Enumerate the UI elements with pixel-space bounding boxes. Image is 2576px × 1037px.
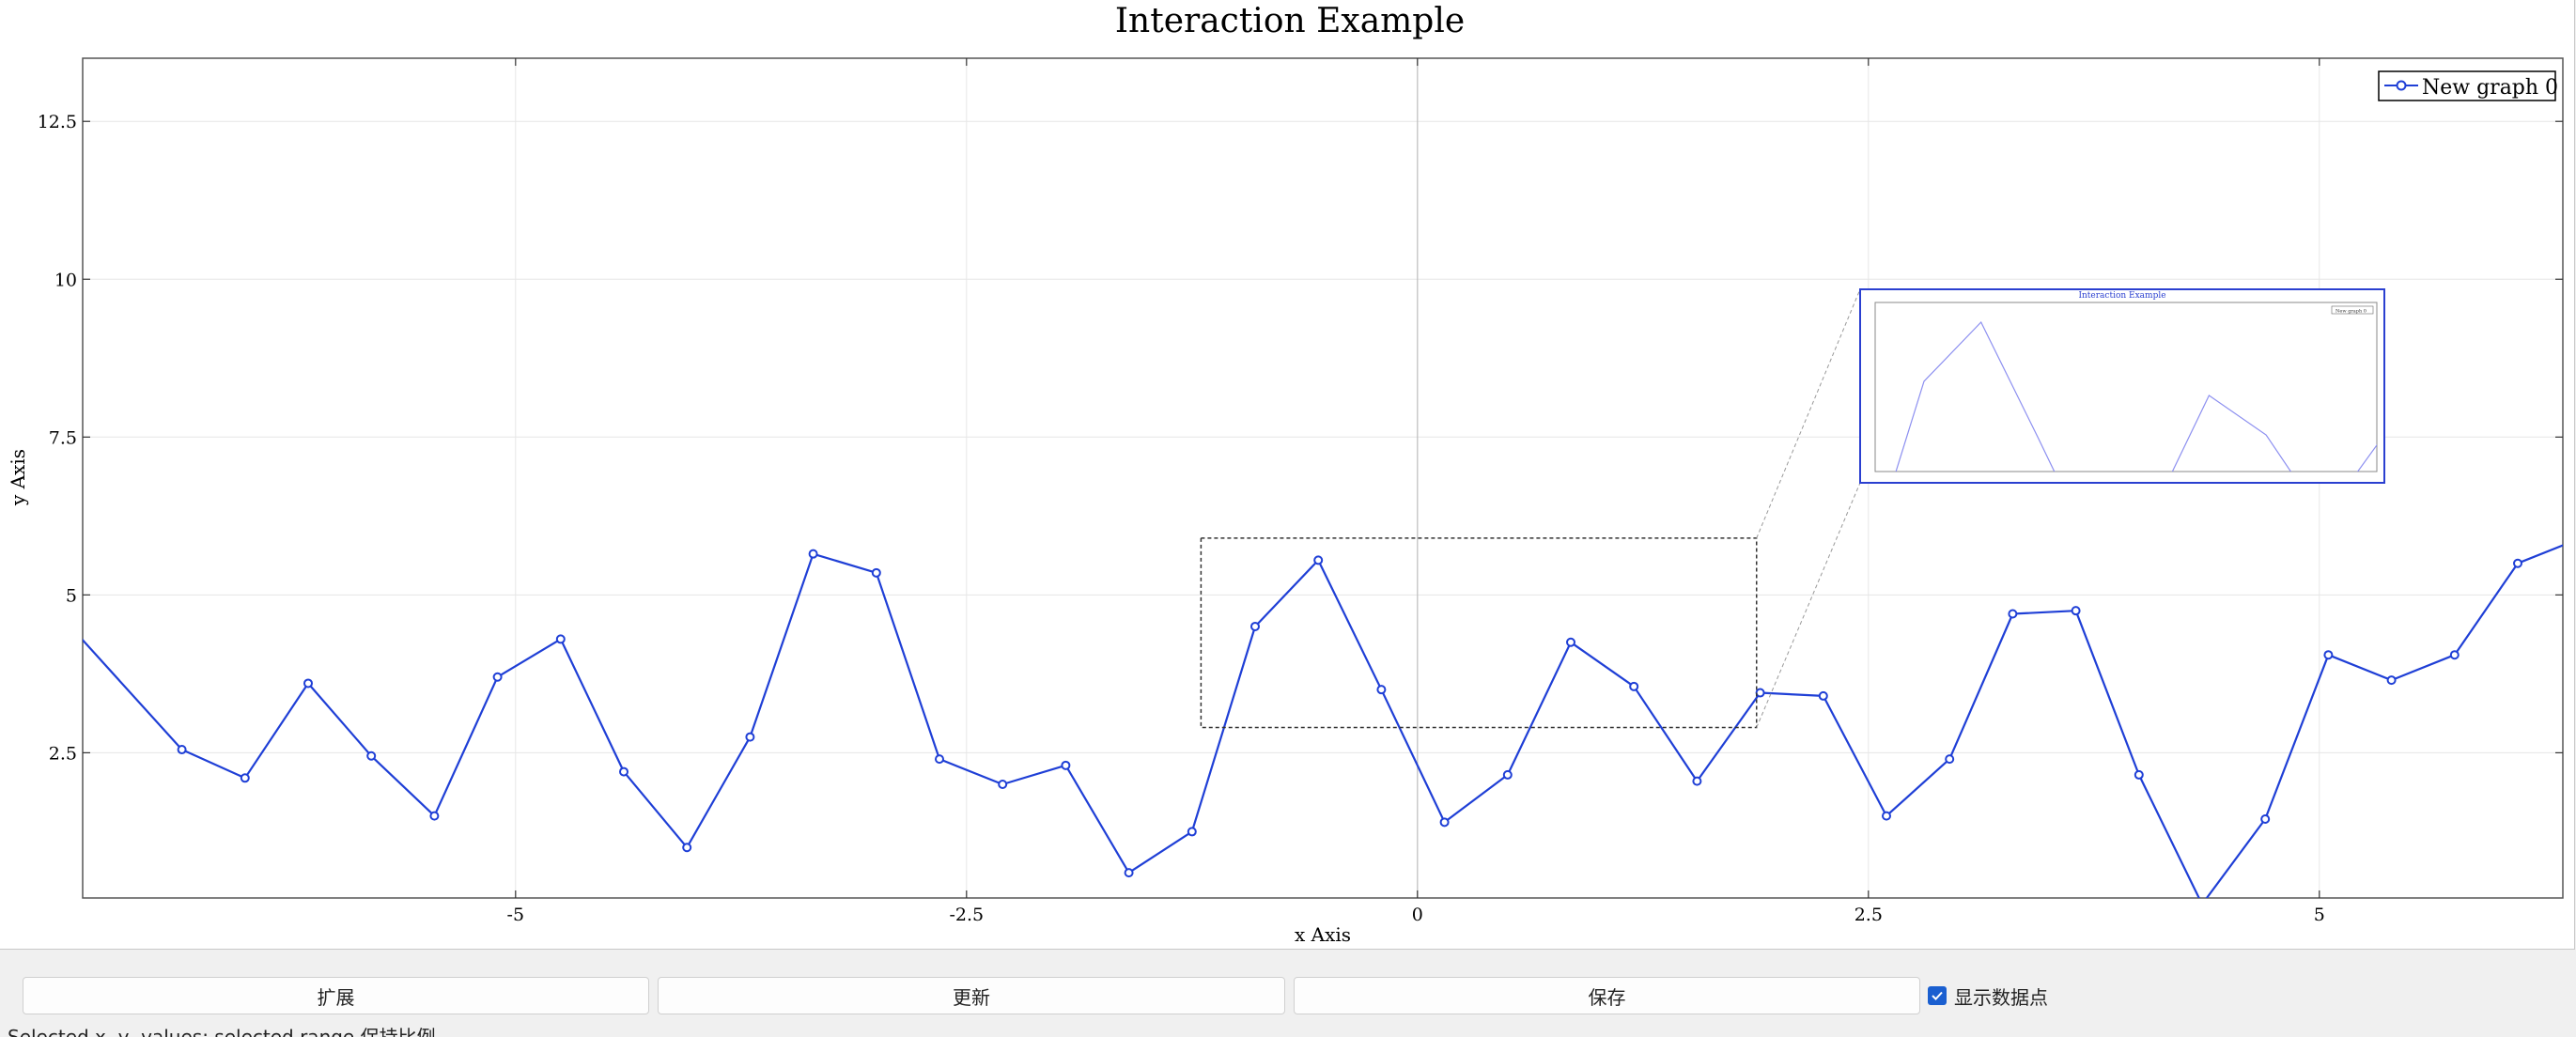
y-axis-label: y Axis xyxy=(7,449,29,506)
data-point[interactable] xyxy=(1502,769,1513,780)
data-point[interactable] xyxy=(1250,621,1260,631)
data-point[interactable] xyxy=(2323,650,2334,660)
data-point[interactable] xyxy=(808,549,818,559)
data-point[interactable] xyxy=(1629,681,1639,691)
x-tick-label: 2.5 xyxy=(1854,905,1883,925)
data-point[interactable] xyxy=(1376,685,1387,695)
series-layer xyxy=(61,544,2563,908)
y-tick-label: 10 xyxy=(54,270,77,290)
x-tick-label: 5 xyxy=(2314,905,2325,925)
data-point[interactable] xyxy=(1061,760,1071,770)
inset-connector xyxy=(1756,482,1861,728)
inset-series-line xyxy=(1895,320,2377,472)
data-point[interactable] xyxy=(1566,637,1575,647)
x-tick-label: -2.5 xyxy=(949,905,984,925)
x-axis-label: x Axis xyxy=(1295,923,1351,946)
data-point[interactable] xyxy=(366,751,377,761)
data-point[interactable] xyxy=(1187,827,1197,837)
x-tick-label: 0 xyxy=(1412,905,1423,925)
expand-button[interactable]: 扩展 xyxy=(23,977,649,1014)
data-point[interactable] xyxy=(2198,901,2206,908)
data-point[interactable] xyxy=(1313,555,1324,565)
legend[interactable]: New graph 0 xyxy=(2378,70,2558,101)
data-point[interactable] xyxy=(2260,813,2271,824)
inset-title: Interaction Example xyxy=(2078,291,2165,301)
plot-panel[interactable]: Interaction Example -5 -2.5 0 2.5 5 2.5 5 7.5 10… xyxy=(0,0,2575,950)
update-button[interactable]: 更新 xyxy=(658,977,1285,1014)
inset-frame xyxy=(1859,288,2385,484)
data-point[interactable] xyxy=(2008,609,2018,619)
data-point[interactable] xyxy=(2071,606,2081,616)
inset-plot-area xyxy=(1874,302,2378,472)
data-point[interactable] xyxy=(745,732,755,742)
data-point[interactable] xyxy=(1755,688,1765,698)
checkbox-checked-icon[interactable] xyxy=(1928,986,1947,1005)
data-point[interactable] xyxy=(871,567,881,578)
y-tick-label: 7.5 xyxy=(49,427,77,448)
data-point[interactable] xyxy=(2386,675,2397,686)
data-point[interactable] xyxy=(303,678,313,689)
save-button[interactable]: 保存 xyxy=(1294,977,1920,1014)
inset-series-group xyxy=(1895,320,2377,472)
chart-title: Interaction Example xyxy=(1115,2,1465,40)
data-point[interactable] xyxy=(682,843,692,853)
data-point[interactable] xyxy=(177,745,187,755)
show-points-label: 显示数据点 xyxy=(1954,985,2048,1009)
data-point[interactable] xyxy=(240,773,250,783)
data-point[interactable] xyxy=(61,616,69,624)
series-line xyxy=(83,544,2563,898)
data-point[interactable] xyxy=(935,754,944,765)
data-point[interactable] xyxy=(555,634,566,644)
data-point[interactable] xyxy=(998,780,1008,790)
plot-area[interactable] xyxy=(82,57,2564,899)
data-point[interactable] xyxy=(492,672,503,682)
zoom-inset: Interaction Example New graph 0 xyxy=(1756,288,2385,728)
data-point[interactable] xyxy=(1124,868,1134,878)
legend-marker xyxy=(2396,80,2407,91)
status-text: Selected x, y, values: selected range 保持… xyxy=(8,1026,436,1037)
data-point[interactable] xyxy=(2513,558,2522,568)
data-point[interactable] xyxy=(2134,769,2144,780)
axis-ticks: -5 -2.5 0 2.5 5 2.5 5 7.5 10 12.5 xyxy=(38,58,2563,925)
grid xyxy=(83,58,2563,898)
show-points-checkbox[interactable]: 显示数据点 xyxy=(1928,977,2048,1014)
control-bar: 扩展 更新 保存 显示数据点 xyxy=(0,977,2576,1018)
data-point[interactable] xyxy=(1945,754,1955,765)
data-point[interactable] xyxy=(1439,817,1450,828)
data-point[interactable] xyxy=(2449,650,2460,660)
inset-connector xyxy=(1756,288,1861,539)
y-tick-label: 12.5 xyxy=(38,112,77,132)
chart[interactable]: Interaction Example -5 -2.5 0 2.5 5 2.5 5 7.5 10… xyxy=(0,0,2574,949)
data-point[interactable] xyxy=(1818,690,1828,701)
data-point[interactable] xyxy=(619,766,628,777)
data-point[interactable] xyxy=(1882,811,1891,821)
zoom-selection[interactable] xyxy=(1200,537,1758,729)
x-tick-label: -5 xyxy=(507,905,525,925)
legend-entry: New graph 0 xyxy=(2422,76,2558,100)
y-tick-label: 2.5 xyxy=(49,743,77,764)
data-point[interactable] xyxy=(429,811,440,821)
inset-legend xyxy=(2331,305,2374,315)
series-group xyxy=(61,544,2563,908)
y-tick-label: 5 xyxy=(66,585,77,606)
zoom-selection-rect[interactable] xyxy=(1200,537,1758,729)
inset-legend-entry: New graph 0 xyxy=(2335,309,2367,315)
data-point[interactable] xyxy=(1692,776,1702,786)
